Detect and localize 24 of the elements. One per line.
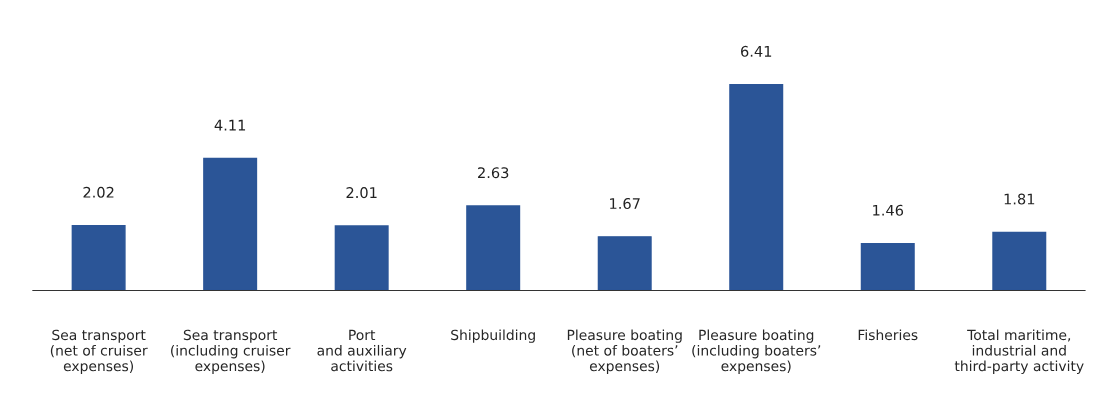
x-tick-label: Sea transport (net of cruiser expenses) [50,329,148,374]
bar [466,205,521,291]
data-label: 1.46 [873,204,904,216]
data-label: 2.02 [83,186,114,198]
data-label: 1.67 [610,198,640,210]
x-tick-label: Sea transport (including cruiser expenses) [171,329,291,374]
bar [203,157,258,291]
x-tick-label: Pleasure boating (including boaters’ expenses) [692,329,821,374]
x-tick-label: Fisheries [858,329,918,341]
bar [71,224,126,291]
data-label: 6.41 [741,45,772,57]
data-label: 1.81 [1004,193,1035,205]
x-tick-label: Pleasure boating (net of boaters’ expenses) [567,329,682,374]
bar [334,225,389,291]
data-label: 4.11 [214,119,246,131]
x-tick-label: Total maritime, industrial and third-party activity [954,329,1084,374]
data-label: 2.63 [478,167,509,179]
bar [729,83,784,291]
bar [860,242,915,291]
bar [597,236,652,291]
data-label: 2.01 [346,187,377,199]
bar [992,231,1047,291]
x-tick-label: Shipbuilding [451,329,535,343]
x-tick-label: Port and auxiliary activities [317,329,407,372]
